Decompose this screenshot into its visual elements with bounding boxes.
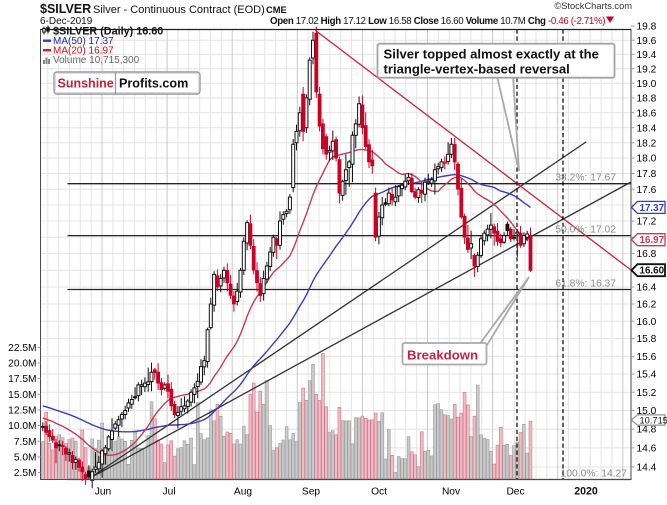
svg-text:Silver topped almost exactly a: Silver topped almost exactly at the [384,47,599,62]
svg-text:15.6: 15.6 [637,352,657,363]
svg-text:38.2%: 17.67: 38.2%: 17.67 [555,173,616,184]
svg-text:19.6: 19.6 [637,36,657,47]
svg-text:CME: CME [266,5,287,15]
svg-text:2020: 2020 [574,486,598,498]
svg-text:19.2: 19.2 [637,64,657,75]
svg-text:Nov: Nov [442,487,461,498]
svg-text:18.4: 18.4 [637,123,657,134]
svg-text:19.0: 19.0 [637,79,657,90]
svg-text:12.5M: 12.5M [8,406,36,417]
svg-text:18.8: 18.8 [637,94,657,105]
svg-text:18.2: 18.2 [637,138,657,149]
svg-text:22.5M: 22.5M [8,343,36,354]
svg-text:5.0M: 5.0M [14,453,37,464]
svg-text:16.4: 16.4 [637,283,657,294]
svg-text:19.8: 19.8 [637,22,657,33]
svg-text:15.0M: 15.0M [8,390,36,401]
svg-text:Oct: Oct [371,487,387,498]
svg-text:Open 17.02 High 17.12 Low 16.5: Open 17.02 High 17.12 Low 16.58 Close 16… [270,16,605,27]
svg-text:20.0M: 20.0M [8,359,36,370]
svg-text:16.0: 16.0 [637,317,657,328]
svg-text:7.5M: 7.5M [14,437,37,448]
svg-text:Profits.com: Profits.com [119,77,188,91]
svg-text:Sunshine: Sunshine [58,77,114,91]
svg-text:15.2: 15.2 [637,388,657,399]
svg-text:Aug: Aug [234,487,252,498]
svg-text:16.97: 16.97 [640,235,665,246]
svg-text:Silver - Continuous Contract (: Silver - Continuous Contract (EOD) [93,4,265,16]
svg-text:15.8: 15.8 [637,334,657,345]
svg-text:©StockCharts.com: ©StockCharts.com [554,1,632,11]
svg-text:Jul: Jul [162,487,175,498]
svg-text:16.8: 16.8 [637,249,657,260]
svg-text:6-Dec-2019: 6-Dec-2019 [40,16,93,27]
svg-text:14.8: 14.8 [637,425,657,436]
svg-text:18.6: 18.6 [637,108,657,119]
svg-text:16.2: 16.2 [637,300,657,311]
svg-text:10.0M: 10.0M [8,421,36,432]
svg-text:14.4: 14.4 [637,463,657,474]
svg-text:14.6: 14.6 [637,444,657,455]
svg-text:19.4: 19.4 [637,50,657,61]
svg-text:Sep: Sep [302,487,320,498]
svg-text:Dec: Dec [506,487,524,498]
svg-text:triangle-vertex-based reversal: triangle-vertex-based reversal [384,62,570,77]
svg-text:50.0%: 17.02: 50.0%: 17.02 [555,225,616,236]
svg-text:18.0: 18.0 [637,154,657,165]
svg-text:Breakdown: Breakdown [407,348,478,363]
svg-text:Volume 10,715,300: Volume 10,715,300 [53,55,140,66]
svg-text:16.60: 16.60 [640,266,665,277]
svg-text:Jun: Jun [95,487,111,498]
svg-text:15.4: 15.4 [637,370,657,381]
svg-text:$SILVER: $SILVER [40,2,91,16]
svg-text:17.37: 17.37 [640,203,665,214]
svg-text:2.5M: 2.5M [14,468,37,479]
svg-text:17.5M: 17.5M [8,374,36,385]
svg-text:17.8: 17.8 [637,169,657,180]
svg-text:61.8%: 16.37: 61.8%: 16.37 [555,279,616,290]
svg-text:17.6: 17.6 [637,185,657,196]
svg-text:100.0%: 14.27: 100.0%: 14.27 [561,469,628,480]
svg-text:17.2: 17.2 [637,217,657,228]
svg-text:10.7153: 10.7153 [640,416,667,426]
